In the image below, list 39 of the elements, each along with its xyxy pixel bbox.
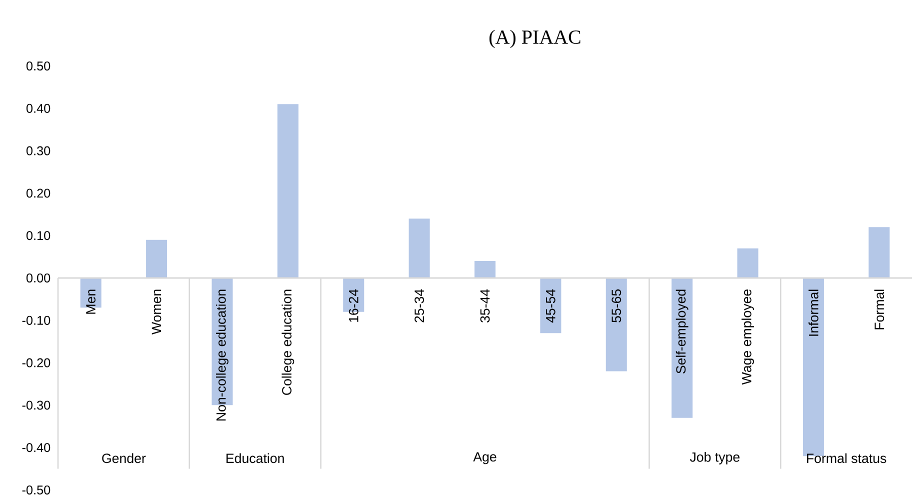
x-tick-label: 25-34 (414, 289, 424, 322)
y-tick-label: -0.20 (22, 358, 50, 368)
annotation: Age (473, 452, 496, 464)
x-tick-label: 35-44 (480, 289, 490, 322)
bar (540, 278, 562, 334)
annotation: Job type (690, 452, 740, 464)
annotation: Gender (102, 453, 146, 464)
x-tick-label: College education (282, 290, 294, 395)
x-tick-label: Women (152, 290, 162, 334)
y-tick-label: 0.20 (26, 188, 50, 198)
x-tick-label: Non-college education (216, 290, 228, 420)
y-tick-label: -0.10 (22, 316, 50, 325)
y-tick-label: 0.40 (26, 104, 50, 113)
y-tick-label: 0.00 (26, 274, 50, 282)
bar (737, 248, 758, 278)
x-tick-label: 16-24 (348, 289, 358, 322)
annotation: Formal status (807, 453, 886, 464)
x-tick-label: 55-65 (612, 289, 622, 322)
bar (606, 278, 627, 372)
bar (672, 278, 693, 418)
y-tick-label: 0.30 (26, 146, 50, 156)
y-tick-label: 0.50 (26, 62, 50, 70)
x-tick-label: Formal (874, 290, 884, 330)
y-tick-label: -0.30 (22, 400, 50, 410)
bar (474, 261, 496, 278)
y-tick-label: -0.50 (22, 486, 50, 494)
bar (408, 218, 430, 278)
x-tick-label: Men (86, 290, 96, 314)
annotation: Education (226, 453, 284, 464)
bar (146, 240, 168, 278)
x-tick-label: Self-employed (676, 290, 688, 374)
x-tick-label: Informal (808, 290, 818, 336)
bar (277, 104, 298, 278)
bar (868, 227, 890, 278)
x-tick-label: Wage employee (742, 289, 754, 385)
y-tick-label: 0.10 (26, 231, 50, 240)
chart-title: (A) PIAAC (489, 30, 580, 48)
y-tick-label: -0.40 (22, 443, 50, 452)
x-tick-label: 45-54 (546, 289, 556, 323)
